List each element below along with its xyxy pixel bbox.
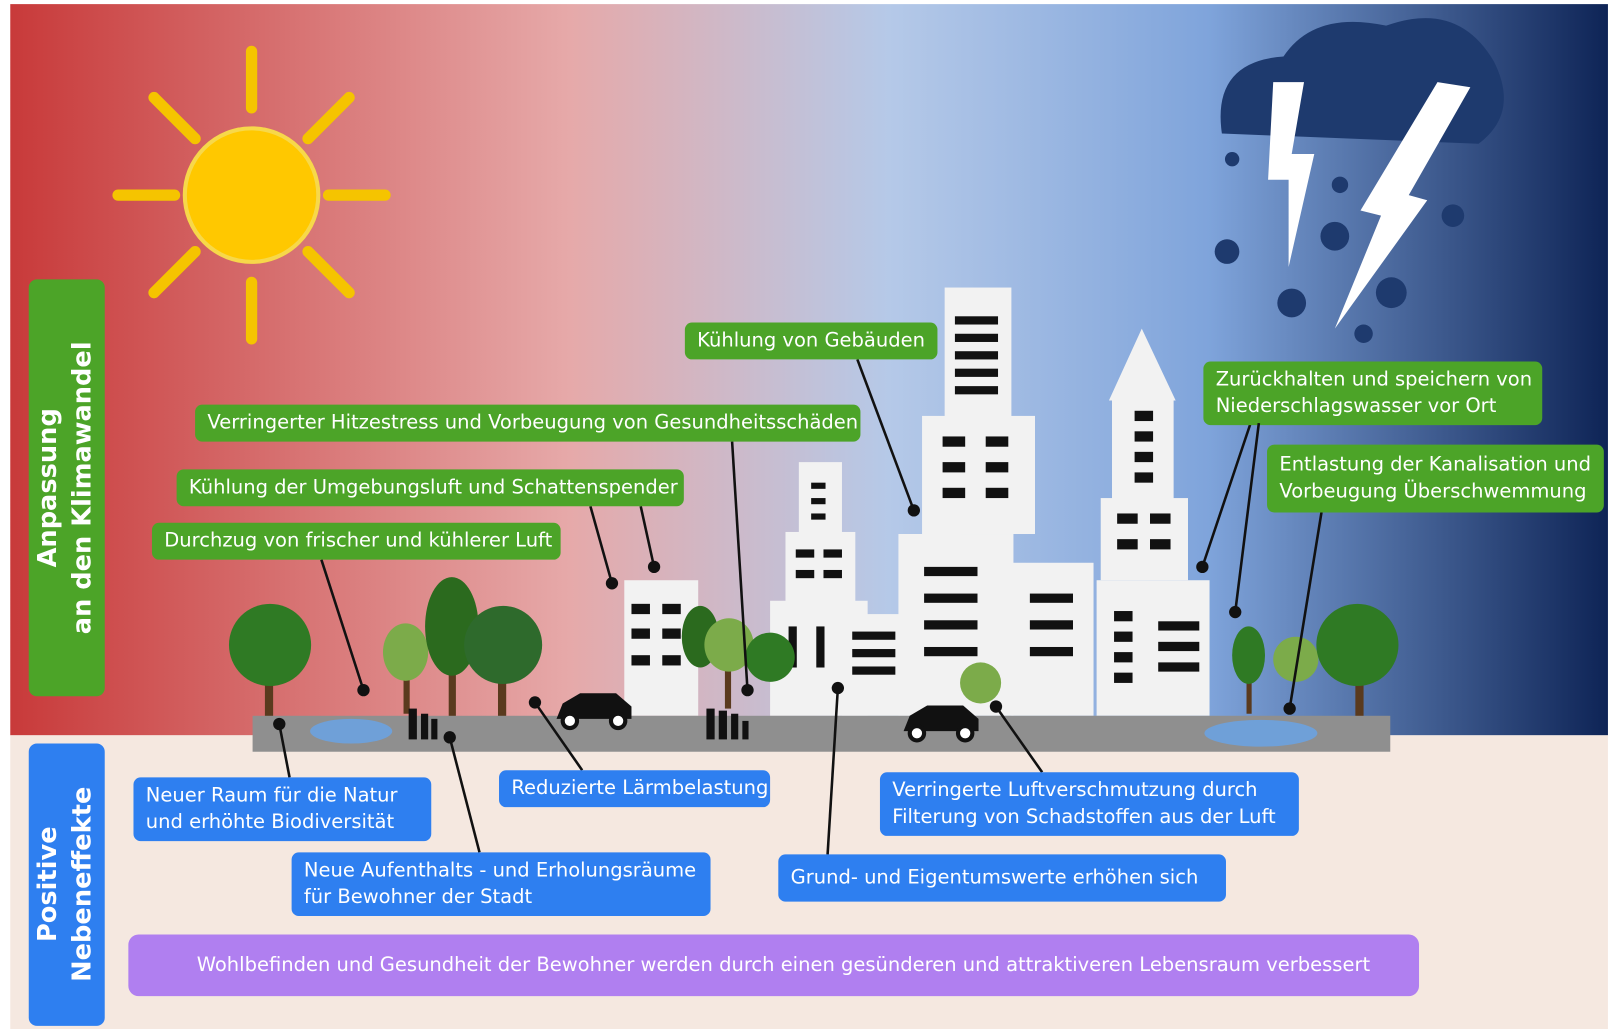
leader-dot [1196,560,1209,574]
label-box [684,322,938,360]
leader-line [856,358,916,511]
storm [1214,18,1504,343]
pond [310,718,393,744]
label-text: Durchzug von frischer und kühlerer Luft [164,529,552,552]
leader-line [278,723,291,778]
car [556,693,632,731]
side-label: Nebeneffekte [68,787,98,982]
side-label: Anpassung [33,408,63,567]
leader-dot [1283,702,1296,715]
sun [112,45,391,345]
label-text: für Bewohner der Stadt [304,885,533,908]
label-text: Vorbeugung Überschwemmung [1279,479,1586,502]
side-label-box [28,279,105,697]
label-box [1267,444,1604,513]
people [408,708,749,740]
label-text: Neuer Raum für die Natur [146,783,399,806]
leader-dot [989,700,1003,713]
label-box [499,770,771,808]
leader-dot [605,577,619,590]
leader-line [826,687,840,855]
leader-line [320,559,365,691]
label-text: Filterung von Schadstoffen aus der Luft [892,805,1276,828]
leader-dot [273,717,286,731]
label-text: Reduzierte Lärmbelastung [511,776,768,799]
side-label-box [28,743,105,1026]
leader-dot [831,681,845,695]
label-text: Niederschlagswasser vor Ort [1216,394,1497,417]
label-box [879,772,1299,836]
side-label: Positive [33,826,63,942]
leader-dot [907,504,920,517]
label-text: Kühlung der Umgebungsluft und Schattensp… [189,475,679,498]
label-box [1203,361,1543,426]
side-label: an den Klimawandel [68,341,98,634]
leader-line [448,737,481,853]
leader-line [994,705,1044,774]
leader-line [1201,422,1252,568]
pond [1204,719,1318,747]
trees [228,577,1399,719]
car [903,705,979,743]
leader-dot [357,683,370,697]
leader-line [639,506,656,568]
leader-dot [741,683,754,697]
leader-line [1233,422,1261,613]
label-box [151,522,561,560]
label-text: Kühlung von Gebäuden [697,328,925,351]
leader-line [589,505,614,584]
label-box [291,852,711,917]
street [252,715,1391,752]
leader-line [1288,512,1323,709]
summary-text: Wohlbefinden und Gesundheit der Bewohner… [197,953,1371,976]
label-text: Zurückhalten und speichern von [1216,367,1532,390]
label-text: Grund- und Eigentumswerte erhöhen sich [791,866,1199,889]
label-text: Verringerte Luftverschmutzung durch [892,778,1257,801]
label-box [195,404,861,442]
label-box [176,469,684,507]
leader-dot [528,696,542,709]
leader-line [730,441,749,691]
label-text: und erhöhte Biodiversität [146,810,395,833]
leader-dot [1229,605,1242,619]
summary-box [128,934,1420,997]
leader-dot [443,731,456,744]
label-box [778,854,1226,902]
label-text: Neue Aufenthalts - und Erholungsräume [304,858,696,881]
label-text: Entlastung der Kanalisation und [1279,453,1591,476]
label-box [133,777,432,842]
leader-dot [647,560,661,574]
label-text: Verringerter Hitzestress und Vorbeugung … [207,411,858,434]
windows [631,316,1200,683]
leader-line [533,701,584,771]
